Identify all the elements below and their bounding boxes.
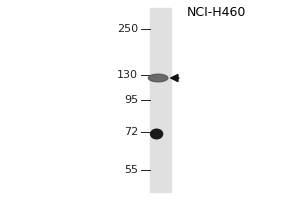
Text: 250: 250 [117, 24, 138, 34]
Text: 95: 95 [124, 95, 138, 105]
Text: NCI-H460: NCI-H460 [186, 6, 246, 20]
Bar [150, 8, 171, 192]
Ellipse shape [151, 129, 163, 139]
Text: 55: 55 [124, 165, 138, 175]
Ellipse shape [148, 74, 168, 82]
Text: 72: 72 [124, 127, 138, 137]
Text: 130: 130 [117, 70, 138, 80]
